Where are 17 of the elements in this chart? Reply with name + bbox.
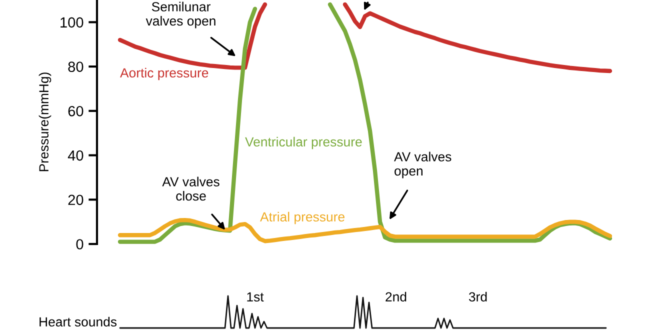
- annotation: 3rd: [468, 292, 487, 302]
- annotation: AV valves open: [394, 152, 452, 178]
- y-tick-label: 60: [68, 106, 84, 116]
- y-tick-label: 80: [68, 62, 84, 72]
- annotation: Semilunar valves open: [146, 2, 216, 28]
- y-tick-label: 20: [68, 194, 84, 206]
- annotation: AV valves close: [162, 176, 220, 201]
- annotation: 2nd: [386, 292, 406, 302]
- y-axis-title: Pressure(mmHg): [38, 72, 52, 172]
- annotation: 1st: [247, 292, 264, 302]
- y-tick-label: 0: [76, 239, 84, 250]
- series-label: Ventricular pressure: [245, 136, 362, 150]
- series-label: Aortic pressure: [120, 68, 208, 80]
- y-tick-label: 100: [60, 17, 84, 28]
- series-label: Atrial pressure: [260, 212, 344, 224]
- y-axis-title: Heart sounds: [40, 316, 117, 327]
- y-tick-label: 40: [68, 150, 84, 161]
